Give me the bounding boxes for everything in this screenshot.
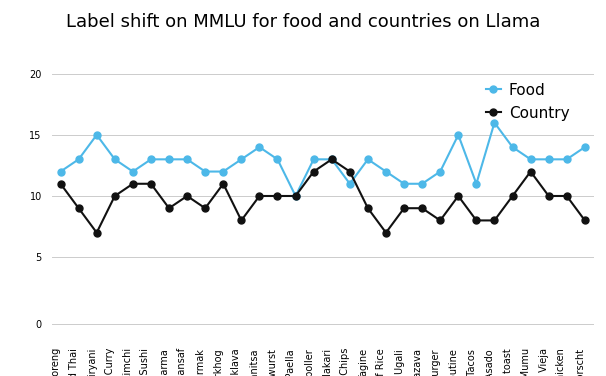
Country [202, 206, 209, 211]
Food [129, 169, 136, 174]
Country [527, 169, 534, 174]
Country [401, 206, 408, 211]
Food [274, 157, 281, 162]
Country [129, 182, 136, 186]
Country [165, 206, 173, 211]
Line: Food: Food [57, 119, 588, 199]
Country [184, 194, 191, 198]
Country [328, 157, 335, 162]
Food [509, 145, 516, 149]
Food [364, 157, 371, 162]
Food [346, 182, 353, 186]
Country [382, 230, 390, 235]
Country [364, 206, 371, 211]
Country [310, 169, 318, 174]
Country [256, 194, 263, 198]
Food [219, 169, 227, 174]
Food [545, 157, 552, 162]
Food [292, 194, 299, 198]
Food [382, 169, 390, 174]
Food [256, 145, 263, 149]
Food [563, 157, 570, 162]
Country [454, 194, 462, 198]
Country [93, 230, 101, 235]
Legend: Food, Country: Food, Country [479, 77, 575, 127]
Food [473, 182, 480, 186]
Country [75, 206, 82, 211]
Food [75, 157, 82, 162]
Country [292, 194, 299, 198]
Food [93, 133, 101, 137]
Food [165, 157, 173, 162]
Country [509, 194, 516, 198]
Country [219, 182, 227, 186]
Country [57, 182, 64, 186]
Country [545, 194, 552, 198]
Food [57, 169, 64, 174]
Country [563, 194, 570, 198]
Country [473, 218, 480, 223]
Food [184, 157, 191, 162]
Food [202, 169, 209, 174]
Line: Country: Country [57, 156, 588, 236]
Food [491, 120, 498, 125]
Text: Label shift on MMLU for food and countries on Llama: Label shift on MMLU for food and countri… [66, 13, 540, 31]
Country [346, 169, 353, 174]
Food [401, 182, 408, 186]
Food [436, 169, 444, 174]
Food [111, 157, 118, 162]
Food [238, 157, 245, 162]
Food [454, 133, 462, 137]
Food [527, 157, 534, 162]
Country [491, 218, 498, 223]
Country [147, 182, 155, 186]
Country [238, 218, 245, 223]
Country [436, 218, 444, 223]
Country [111, 194, 118, 198]
Food [310, 157, 318, 162]
Country [274, 194, 281, 198]
Food [581, 145, 588, 149]
Country [419, 206, 426, 211]
Food [419, 182, 426, 186]
Country [581, 218, 588, 223]
Food [328, 157, 335, 162]
Food [147, 157, 155, 162]
